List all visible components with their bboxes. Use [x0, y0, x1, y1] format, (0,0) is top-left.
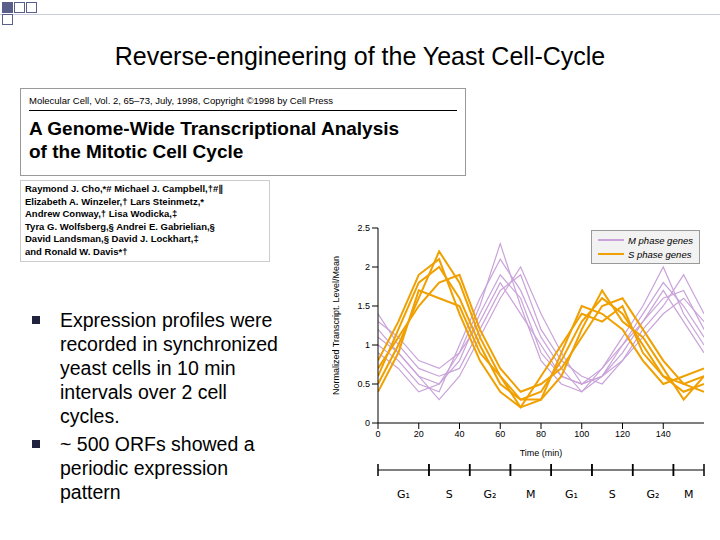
- html-text:S phase genes: S phase genes: [628, 248, 692, 260]
- svg-text:S: S: [446, 488, 453, 501]
- html-text:recorded in synchronized: recorded in synchronized: [60, 333, 278, 355]
- html-text:M phase genes: M phase genes: [628, 234, 693, 246]
- svg-text:60: 60: [495, 429, 505, 439]
- html-text:Andrew Conway,† Lisa Wodicka,‡: Andrew Conway,† Lisa Wodicka,‡: [25, 208, 178, 220]
- svg-text:Normalized Transcript. Level/M: Normalized Transcript. Level/Mean: [332, 256, 341, 395]
- html-text:Tyra G. Wolfsberg,§ Andrei E.: Tyra G. Wolfsberg,§ Andrei E. Gabrielian…: [25, 220, 215, 232]
- svg-text:80: 80: [536, 429, 546, 439]
- svg-text:100: 100: [574, 429, 589, 439]
- html-text:Elizabeth A. Winzeler,† Lars S: Elizabeth A. Winzeler,† Lars Steinmetz,*: [25, 195, 205, 207]
- svg-text:G₁: G₁: [565, 488, 578, 501]
- svg-text:1: 1: [365, 340, 370, 350]
- html-text:cycles.: cycles.: [60, 405, 120, 427]
- svg-text:0: 0: [365, 418, 370, 428]
- html-text:Reverse-engineering of the Yea: Reverse-engineering of the Yeast Cell-Cy…: [114, 42, 606, 70]
- svg-text:40: 40: [454, 429, 464, 439]
- html-text:pattern: pattern: [60, 481, 121, 503]
- svg-text:0.5: 0.5: [357, 379, 370, 389]
- svg-text:M: M: [526, 488, 536, 501]
- svg-text:0: 0: [375, 429, 380, 439]
- html-text:yeast cells in 10 min: yeast cells in 10 min: [60, 357, 236, 379]
- svg-text:140: 140: [656, 429, 671, 439]
- svg-text:20: 20: [414, 429, 424, 439]
- html-text:periodic expression: periodic expression: [60, 457, 228, 479]
- html-text:Expression profiles were: Expression profiles were: [60, 309, 273, 331]
- svg-text:2.5: 2.5: [357, 223, 370, 233]
- svg-text:G₂: G₂: [484, 488, 497, 501]
- svg-text:1.5: 1.5: [357, 301, 370, 311]
- svg-text:M: M: [684, 488, 694, 501]
- html-text:of the Mitotic Cell Cycle: of the Mitotic Cell Cycle: [29, 141, 244, 162]
- svg-text:120: 120: [615, 429, 630, 439]
- svg-text:S: S: [609, 488, 616, 501]
- html-text:intervals over 2 cell: intervals over 2 cell: [60, 381, 227, 403]
- html-text:Raymond J. Cho,*# Michael J. C: Raymond J. Cho,*# Michael J. Campbell,†#…: [25, 183, 223, 194]
- svg-text:G₂: G₂: [647, 488, 660, 501]
- html-text:and Ronald W. Davis*†: and Ronald W. Davis*†: [25, 246, 128, 257]
- html-text:David Landsman,§ David J. Lock: David Landsman,§ David J. Lockhart,‡: [25, 233, 199, 245]
- html-text:Molecular Cell, Vol. 2, 65–73,: Molecular Cell, Vol. 2, 65–73, July, 199…: [29, 95, 334, 106]
- svg-text:2: 2: [365, 262, 370, 272]
- html-text:A Genome-Wide Transcriptional: A Genome-Wide Transcriptional Analysis: [29, 118, 400, 139]
- svg-text:G₁: G₁: [397, 488, 410, 501]
- svg-text:Time (min): Time (min): [520, 448, 563, 458]
- html-text:~ 500 ORFs showed a: ~ 500 ORFs showed a: [60, 433, 255, 455]
